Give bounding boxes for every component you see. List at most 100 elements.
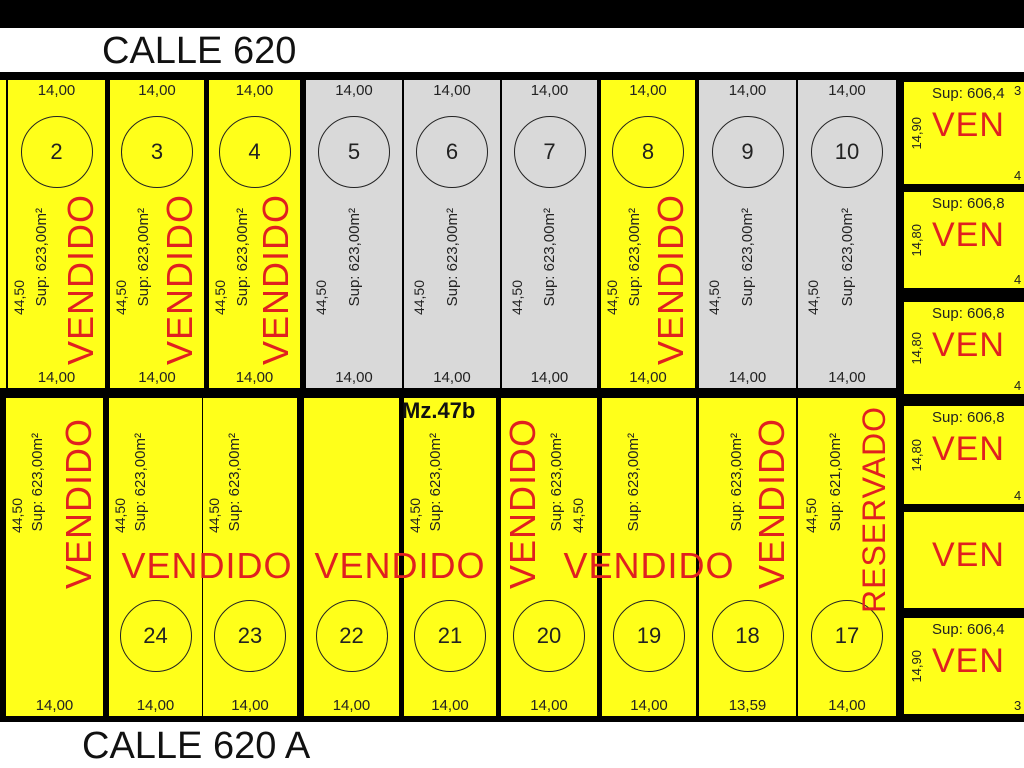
lot-25[interactable]: 14,00 44,50 Sup: 623,00m² VENDIDO [6,398,103,716]
back-dimension: 14,00 [629,369,667,386]
back-dimension: 14,00 [138,369,176,386]
lot-area: Sup: 623,00m² [444,208,461,307]
lot-number: 4 [248,139,261,164]
side-dimension: 44,50 [805,280,821,316]
lot-7[interactable]: 7 14,00 14,00 44,50 Sup: 623,00m² [502,80,597,388]
right-lot-bottom: 3 [1014,698,1022,713]
lot-number-circle [218,116,291,188]
right-lot[interactable]: VEN [904,512,1024,608]
right-lot[interactable]: 14,80 Sup: 606,8 4 VEN [904,406,1024,504]
lot-area: Sup: 623,00m² [135,208,152,307]
right-lot-sup: Sup: 606,8 [932,195,1005,212]
lot-number: 24 [143,623,168,648]
back-dimension: 14,00 [335,369,373,386]
lot-number: 21 [437,623,463,648]
right-lot-sup: Sup: 606,4 [932,621,1005,638]
lot-number: 23 [237,623,263,648]
lot-20[interactable]: 20 14,00 44,50 Sup: 623,00m² VENDIDO [501,398,597,716]
lot-number-circle [513,116,586,188]
lot-24[interactable]: 24 14,00 44,50 Sup: 623,00m² [109,398,202,716]
right-lot-bottom: 4 [1014,168,1022,183]
lot-area: Sup: 623,00m² [541,208,558,307]
back-dimension: 14,00 [37,369,76,386]
status-stamp: VENDIDO [159,194,200,366]
lot-partial-left [0,80,6,388]
right-lot-side: 14,80 [909,332,924,365]
right-lot-sup: Sup: 606,4 [932,85,1005,102]
lot-number: 19 [636,623,662,648]
front-dimension: 14,00 [433,82,471,99]
lot-number-circle [711,600,784,672]
right-lot-side: 14,90 [909,650,924,683]
street-calle-620: CALLE 620 [0,28,1024,72]
lot-4[interactable]: 4 14,00 14,00 44,50 Sup: 623,00m² VENDIDO [209,80,300,388]
status-stamp: VENDIDO [60,194,101,366]
status-stamp: RESERVADO [856,406,892,613]
lot-area: Sup: 623,00m² [548,433,565,532]
side-dimension: 44,50 [313,280,329,316]
lot-number: 17 [834,623,860,648]
side-dimension: 44,50 [212,280,228,316]
back-dimension: 14,00 [728,369,767,386]
status-stamp: VEN [932,216,1005,254]
lot-5[interactable]: 5 14,00 14,00 44,50 Sup: 623,00m² [306,80,402,388]
back-dimension: 14,00 [433,369,471,386]
lot-number: 6 [445,139,459,164]
right-lot[interactable]: 14,80 Sup: 606,8 4 VEN [904,302,1024,394]
right-lot-top: 3 [1014,83,1022,98]
lot-area: Sup: 623,00m² [346,208,363,307]
lot-18[interactable]: 18 13,59 Sup: 623,00m² VENDIDO [699,398,796,716]
lot-6[interactable]: 6 14,00 14,00 44,50 Sup: 623,00m² [404,80,500,388]
side-dimension: 44,50 [803,498,819,534]
lot-8[interactable]: 8 14,00 14,00 44,50 Sup: 623,00m² VENDIDO [601,80,695,388]
front-dimension: 14,00 [530,697,568,714]
lot-area: Sup: 623,00m² [625,433,642,532]
lot-17[interactable]: 17 14,00 44,50 Sup: 621,00m² RESERVADO [798,398,896,716]
back-dimension: 14,00 [235,369,274,386]
lot-number-circle [513,600,585,672]
lot-number-circle [121,116,193,188]
front-dimension: 14,00 [828,82,866,99]
lot-2[interactable]: 2 14,00 14,00 44,50 Sup: 623,00m² VENDIDO [8,80,105,388]
lot-number: 10 [834,139,860,164]
right-lot[interactable]: 14,80 Sup: 606,8 4 VEN [904,192,1024,288]
lot-number-circle [711,116,784,188]
lot-area: Sup: 623,00m² [728,433,745,532]
lot-22[interactable]: 22 14,00 [304,398,399,716]
street-label-top: CALLE 620 [102,30,297,72]
front-dimension: 14,00 [630,697,668,714]
status-stamp: VEN [932,642,1005,680]
lot-19[interactable]: 19 14,00 Sup: 623,00m² [602,398,696,716]
status-stamp: VEN [932,326,1005,364]
status-stamp: VEN [932,536,1005,574]
lot-3[interactable]: 3 14,00 14,00 44,50 Sup: 623,00m² VENDIDO [110,80,204,388]
lot-10[interactable]: 10 14,00 14,00 44,50 Sup: 623,00m² [798,80,896,388]
lot-area: Sup: 623,00m² [839,208,856,307]
lot-21[interactable]: 21 14,00 44,50 Sup: 623,00m² [404,398,496,716]
lot-23[interactable]: 23 14,00 44,50 Sup: 623,00m² [203,398,297,716]
side-dimension: 44,50 [9,498,25,534]
lot-number: 7 [543,139,556,164]
front-dimension: 14,00 [335,82,373,99]
lot-number-circle [318,116,390,188]
side-dimension: 44,50 [706,280,722,316]
lot-number: 3 [150,139,164,164]
lot-number-circle [613,600,685,672]
back-dimension: 14,00 [530,369,569,386]
side-dimension: 44,50 [206,498,222,534]
side-dimension: 44,50 [570,498,586,534]
right-lot-side: 14,80 [909,439,924,472]
lot-number: 20 [536,623,562,648]
lot-area: Sup: 623,00m² [29,433,46,532]
front-dimension: 14,00 [530,82,569,99]
lot-number-circle [416,116,488,188]
right-lot[interactable]: 14,90 Sup: 606,4 3 4 VEN [904,82,1024,184]
right-lot-bottom: 4 [1014,272,1022,287]
lot-number-circle [612,116,684,188]
front-dimension: 14,00 [728,82,767,99]
status-stamp: VEN [932,430,1005,468]
side-dimension: 44,50 [11,280,27,316]
status-stamp: VENDIDO [751,418,792,590]
right-lot[interactable]: 14,90 Sup: 606,4 3 VEN [904,618,1024,714]
lot-9[interactable]: 9 14,00 14,00 44,50 Sup: 623,00m² [699,80,796,388]
